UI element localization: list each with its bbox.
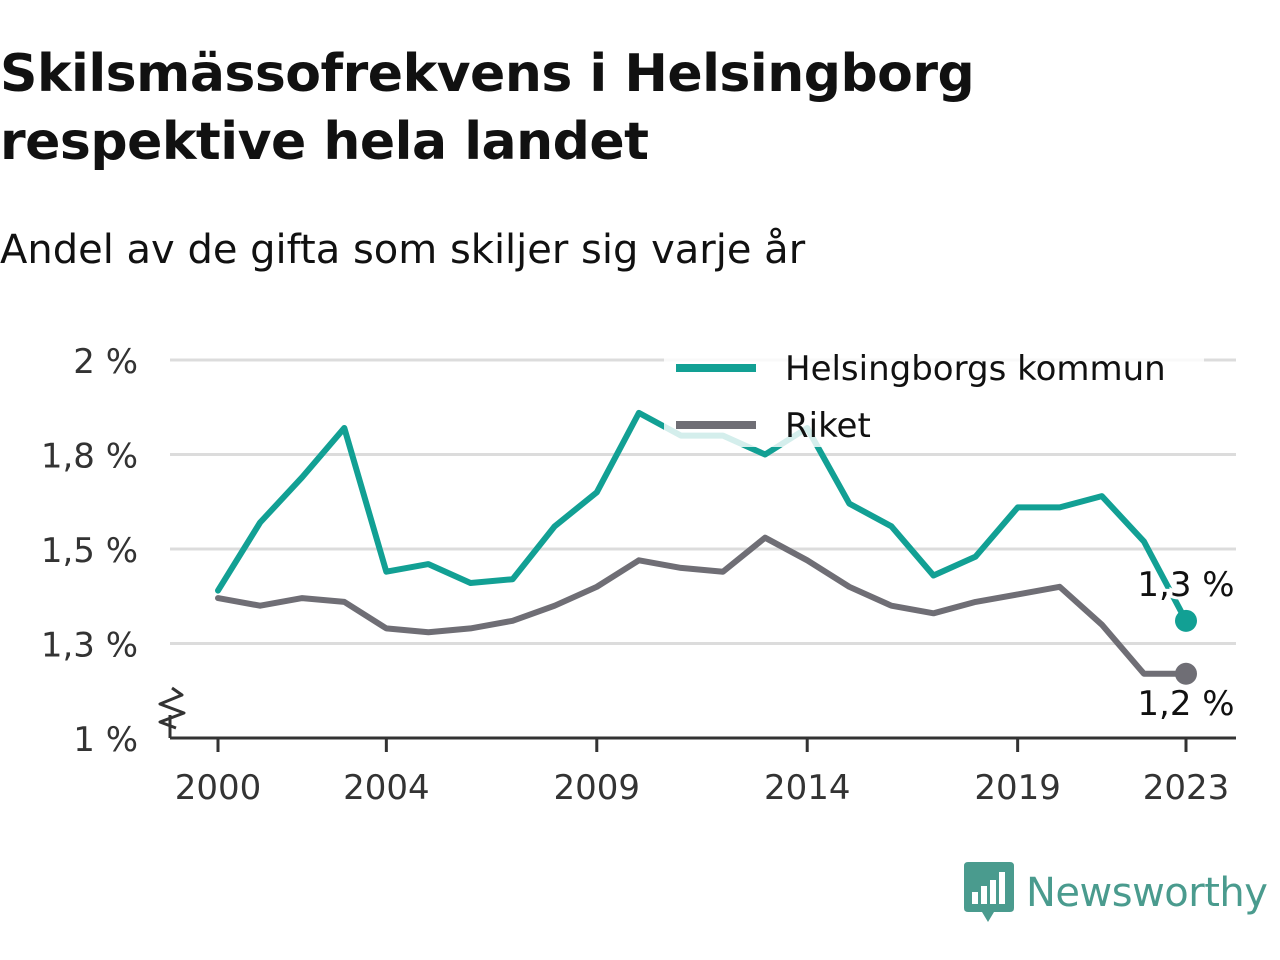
series-line-riket	[215, 534, 1189, 677]
x-tick-label: 2014	[764, 768, 851, 808]
x-tick-label: 2023	[1143, 768, 1230, 808]
axes	[158, 686, 1236, 740]
end-point-helsingborg	[1175, 609, 1197, 632]
end-label-riket: 1,2 %	[1137, 684, 1234, 724]
newsworthy-logo-icon	[964, 862, 1014, 922]
legend-label: Riket	[785, 406, 871, 446]
legend: Helsingborgs kommun Riket	[664, 340, 1204, 447]
x-tick-label: 2000	[175, 768, 262, 808]
newsworthy-logo: Newsworthy	[964, 862, 1268, 924]
x-tick-label: 2019	[974, 768, 1061, 808]
legend-label: Helsingborgs kommun	[785, 349, 1166, 389]
y-tick-label: 1,8 %	[41, 437, 138, 477]
end-label-helsingborg: 1,3 %	[1137, 565, 1234, 605]
x-tick-label: 2004	[343, 768, 430, 808]
y-tick-label: 1 %	[73, 720, 138, 760]
chart-title: Skilsmässofrekvens i Helsingborg respekt…	[0, 44, 975, 172]
x-axis-ticks: 2000 2004 2009 2014 2019 2023	[175, 738, 1230, 808]
y-tick-label: 1,3 %	[41, 626, 138, 666]
y-tick-label: 1,5 %	[41, 531, 138, 571]
end-point-riket	[1175, 662, 1197, 685]
end-labels: 1,3 % 1,2 %	[1134, 562, 1237, 727]
chart-subtitle: Andel av de gifta som skiljer sig varje …	[0, 227, 806, 273]
x-tick-label: 2009	[554, 768, 641, 808]
y-axis-break-mark	[158, 686, 186, 730]
brand-name: Newsworthy	[1026, 870, 1268, 916]
y-axis-ticks: 1 % 1,3 % 1,5 % 1,8 % 2 %	[41, 342, 138, 760]
y-tick-label: 2 %	[73, 342, 138, 382]
